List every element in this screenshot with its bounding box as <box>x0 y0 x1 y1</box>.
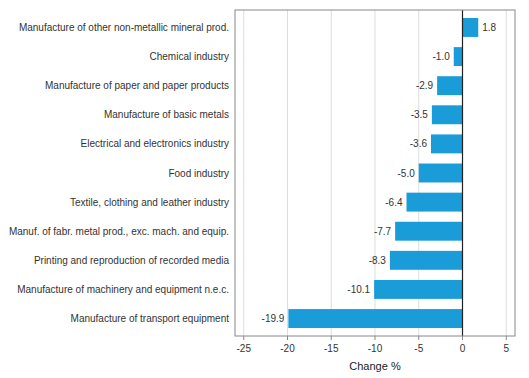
y-axis: Manufacture of transport equipment Manufa… <box>9 22 230 324</box>
x-tick <box>506 336 507 340</box>
x-tick-label: 0 <box>460 343 466 354</box>
bar <box>395 222 462 241</box>
x-tick <box>287 336 288 340</box>
y-tick-label: Manufacture of transport equipment <box>71 313 230 324</box>
x-axis-label: Change % <box>349 360 401 372</box>
y-tick-label: Manufacture of machinery and equipment n… <box>17 284 229 295</box>
bar <box>288 309 462 328</box>
bar <box>374 280 462 299</box>
data-label: -8.3 <box>369 255 387 266</box>
plot-frame <box>235 10 515 336</box>
x-tick-label: -20 <box>280 343 295 354</box>
bars <box>288 18 478 328</box>
bar <box>407 193 463 212</box>
x-tick <box>375 336 376 340</box>
data-label: -5.0 <box>398 168 416 179</box>
data-label: -7.7 <box>374 226 392 237</box>
bar <box>419 164 463 183</box>
x-tick <box>331 336 332 340</box>
y-tick-label: Food industry <box>168 168 229 179</box>
y-tick-label: Manuf. of fabr. metal prod., exc. mach. … <box>9 226 229 237</box>
y-tick-label: Textile, clothing and leather industry <box>70 197 229 208</box>
x-tick-label: 5 <box>503 343 509 354</box>
grid-line <box>331 10 332 336</box>
data-label: -10.1 <box>347 284 370 295</box>
data-label: 1.8 <box>482 22 496 33</box>
plot-background <box>235 10 515 336</box>
bar <box>390 251 463 270</box>
x-axis: -25 -20 -15 -10 -5 0 5 <box>237 336 510 354</box>
x-tick-label: -10 <box>368 343 383 354</box>
x-tick-label: -25 <box>237 343 252 354</box>
data-label: -2.9 <box>416 80 434 91</box>
y-tick-label: Electrical and electronics industry <box>81 138 229 149</box>
data-label: -3.5 <box>411 109 429 120</box>
x-tick-label: -5 <box>414 343 423 354</box>
bar <box>431 134 463 153</box>
data-label: -6.4 <box>385 197 403 208</box>
x-tick <box>462 336 463 340</box>
bar <box>463 18 479 37</box>
bar <box>437 76 462 95</box>
y-tick-label: Chemical industry <box>150 51 229 62</box>
y-tick-label: Printing and reproduction of recorded me… <box>34 255 230 266</box>
data-label: -1.0 <box>433 51 451 62</box>
x-tick <box>418 336 419 340</box>
bar <box>454 47 463 66</box>
data-labels: -19.9 -10.1 -8.3 -7.7 -6.4 -5.0 -3.6 -3.5 -2.9 -1… <box>262 22 497 324</box>
x-tick <box>243 336 244 340</box>
chart: -19.9 -10.1 -8.3 -7.7 -6.4 -5.0 -3.6 -3.5 -2.9 -1… <box>0 0 529 378</box>
grid <box>244 10 507 336</box>
y-tick-label: Manufacture of basic metals <box>104 109 229 120</box>
grid-line <box>462 10 463 336</box>
grid-line <box>506 10 507 336</box>
x-tick-label: -15 <box>324 343 339 354</box>
data-label: -3.6 <box>410 138 428 149</box>
data-label: -19.9 <box>262 313 285 324</box>
y-tick-label: Manufacture of other non-metallic minera… <box>19 22 229 33</box>
grid-line <box>287 10 288 336</box>
bar <box>432 105 463 124</box>
grid-line <box>243 10 244 336</box>
y-tick-label: Manufacture of paper and paper products <box>45 80 229 91</box>
zero-line <box>462 10 463 336</box>
